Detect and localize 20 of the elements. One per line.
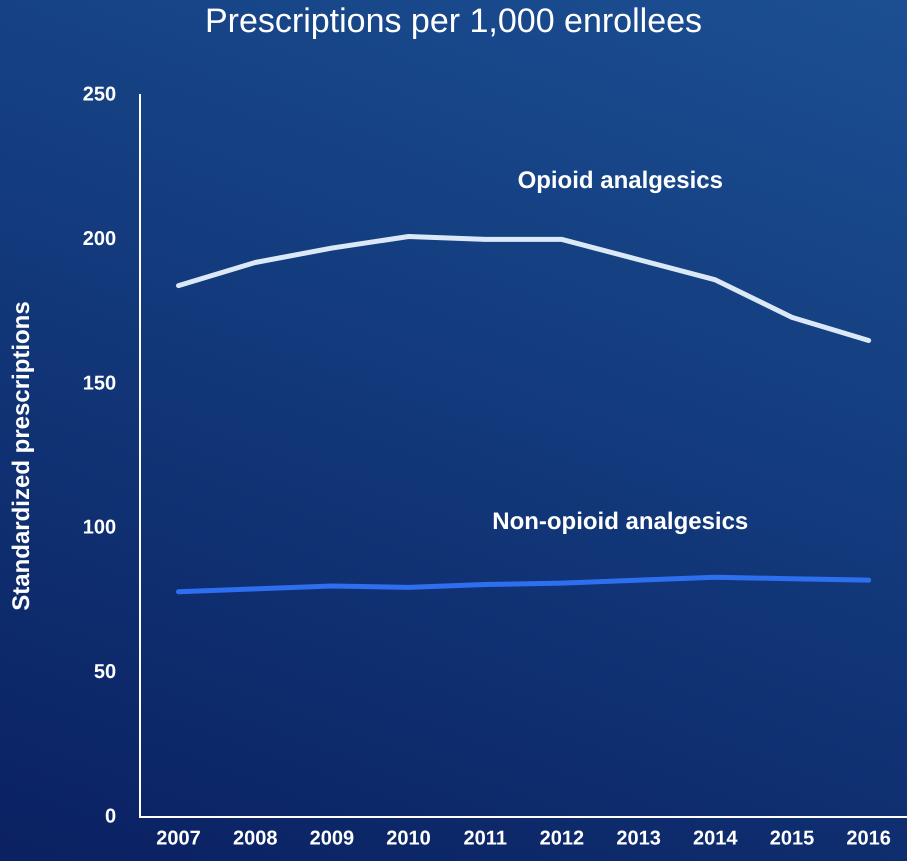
y-tick-label: 0: [105, 806, 116, 828]
chart-title: Prescriptions per 1,000 enrollees: [204, 2, 704, 41]
y-tick-label: 100: [82, 516, 116, 539]
x-tick-label: 2012: [540, 828, 584, 850]
y-tick-label: 50: [94, 661, 116, 684]
series-label: Opioid analgesics: [518, 167, 723, 194]
x-tick-label: 2010: [386, 828, 431, 850]
y-tick-label: 200: [82, 228, 116, 250]
x-tick-label: 2013: [616, 828, 661, 850]
x-tick-label: 2007: [156, 828, 201, 850]
x-tick-label: 2014: [693, 828, 738, 850]
x-tick-label: 2016: [846, 828, 891, 850]
x-tick-label: 2009: [310, 828, 354, 850]
y-tick-label: 150: [82, 372, 116, 394]
y-axis-title: Standardized prescriptions: [8, 301, 36, 611]
x-tick-label: 2011: [464, 828, 507, 850]
y-tick-label: 250: [82, 84, 116, 106]
x-tick-label: 2008: [232, 828, 278, 850]
series-label: Non-opioid analgesics: [492, 508, 748, 535]
x-tick-label: 2015: [770, 828, 814, 850]
